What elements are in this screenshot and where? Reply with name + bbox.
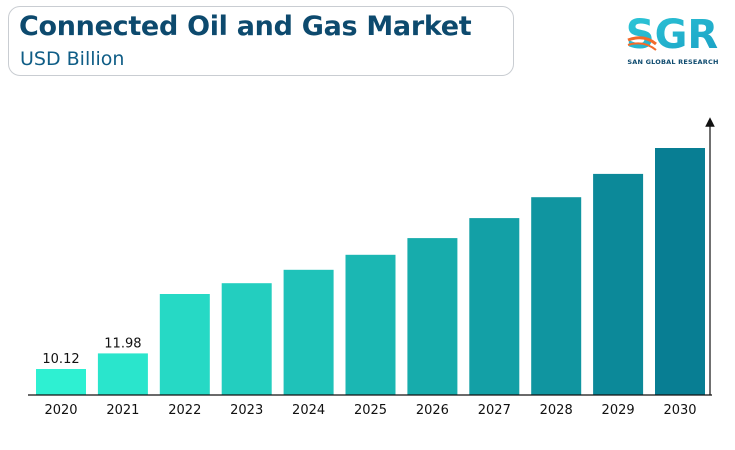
- x-tick-label: 2030: [663, 403, 696, 418]
- bar-2020: [36, 369, 86, 395]
- x-tick-label: 2024: [292, 403, 325, 418]
- x-tick-label: 2026: [416, 403, 449, 418]
- data-label-2021: 11.98: [104, 336, 141, 351]
- bar-2028: [531, 197, 582, 395]
- x-tick-label: 2025: [354, 403, 387, 418]
- x-tick-label: 2023: [230, 403, 263, 418]
- bar-2022: [159, 294, 210, 395]
- brand-logo: SGR SAN GLOBAL RESEARCH: [622, 10, 722, 70]
- x-tick-label: 2028: [540, 403, 573, 418]
- bar-2024: [283, 269, 334, 395]
- bar-2026: [407, 238, 458, 395]
- bars-layer: [36, 148, 705, 395]
- bar-2023: [221, 283, 272, 395]
- chart-title: Connected Oil and Gas Market: [19, 11, 472, 42]
- bar-2027: [469, 218, 520, 395]
- bar-2030: [655, 148, 705, 395]
- labels-layer: 2020 10.12 2021 11.98 2022 2023 2024 2025 2026 20…: [42, 336, 696, 418]
- data-label-2020: 10.12: [42, 352, 79, 367]
- sgr-logo-icon: SGR: [626, 12, 718, 56]
- x-tick-label: 2029: [602, 403, 635, 418]
- bar-2025: [345, 254, 396, 395]
- bar-2029: [593, 173, 644, 395]
- title-box: Connected Oil and Gas Market USD Billion: [8, 6, 514, 76]
- x-tick-label: 2022: [168, 403, 201, 418]
- x-tick-label: 2020: [44, 403, 77, 418]
- chart-subtitle: USD Billion: [20, 48, 125, 70]
- logo-company-name: SAN GLOBAL RESEARCH: [627, 58, 719, 66]
- x-tick-label: 2027: [478, 403, 511, 418]
- bar-2021: [97, 353, 148, 395]
- svg-text:SGR: SGR: [626, 12, 718, 56]
- x-tick-label: 2021: [106, 403, 139, 418]
